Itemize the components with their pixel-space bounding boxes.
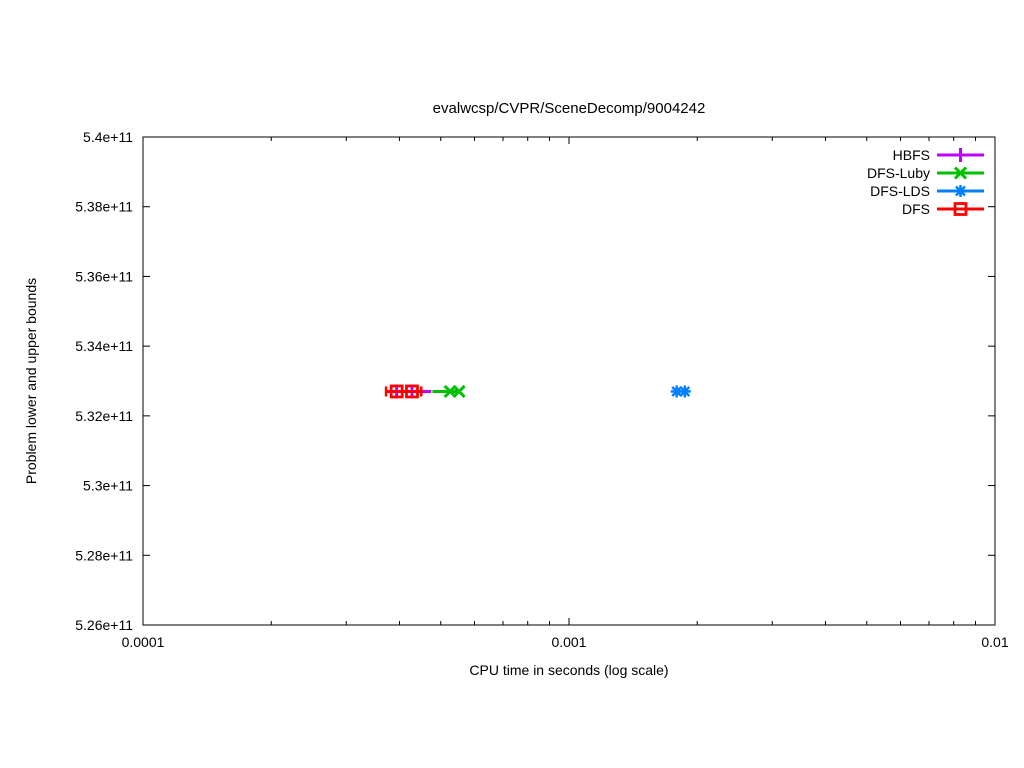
legend-dfs-luby-marker-cross <box>953 166 968 180</box>
DFS-LDS-marker-star <box>671 386 683 397</box>
legend-label-dfs: DFS <box>902 201 930 217</box>
legend-dfs-lds-marker-star <box>955 185 966 197</box>
chart-title: evalwcsp/CVPR/SceneDecomp/9004242 <box>432 100 706 117</box>
DFS-marker-square <box>389 384 404 399</box>
legend-label-dfs-lds: DFS-LDS <box>870 183 930 199</box>
legend-dfs-marker-square <box>953 202 968 216</box>
legend-label-hbfs: HBFS <box>893 147 930 163</box>
plot-border <box>142 136 996 626</box>
y-tick-label: 5.38e+11 <box>75 199 133 215</box>
DFS-LDS-marker-star <box>679 386 691 397</box>
y-tick-label: 5.4e+11 <box>83 129 133 145</box>
y-tick-label: 5.34e+11 <box>75 338 133 354</box>
y-tick-label: 5.36e+11 <box>75 268 133 284</box>
x-axis-label: CPU time in seconds (log scale) <box>469 662 669 678</box>
y-tick-label: 5.32e+11 <box>75 408 133 424</box>
y-tick-label: 5.3e+11 <box>83 478 133 494</box>
x-tick-label: 0.01 <box>981 634 1008 650</box>
x-tick-label: 0.0001 <box>122 634 165 650</box>
legend-label-dfs-luby: DFS-Luby <box>867 165 930 181</box>
DFS-Luby-marker-cross <box>452 384 466 399</box>
x-tick-label: 0.001 <box>551 634 586 650</box>
DFS-marker-square <box>405 384 419 399</box>
y-tick-label: 5.26e+11 <box>75 617 133 633</box>
y-tick-label: 5.28e+11 <box>75 547 133 563</box>
